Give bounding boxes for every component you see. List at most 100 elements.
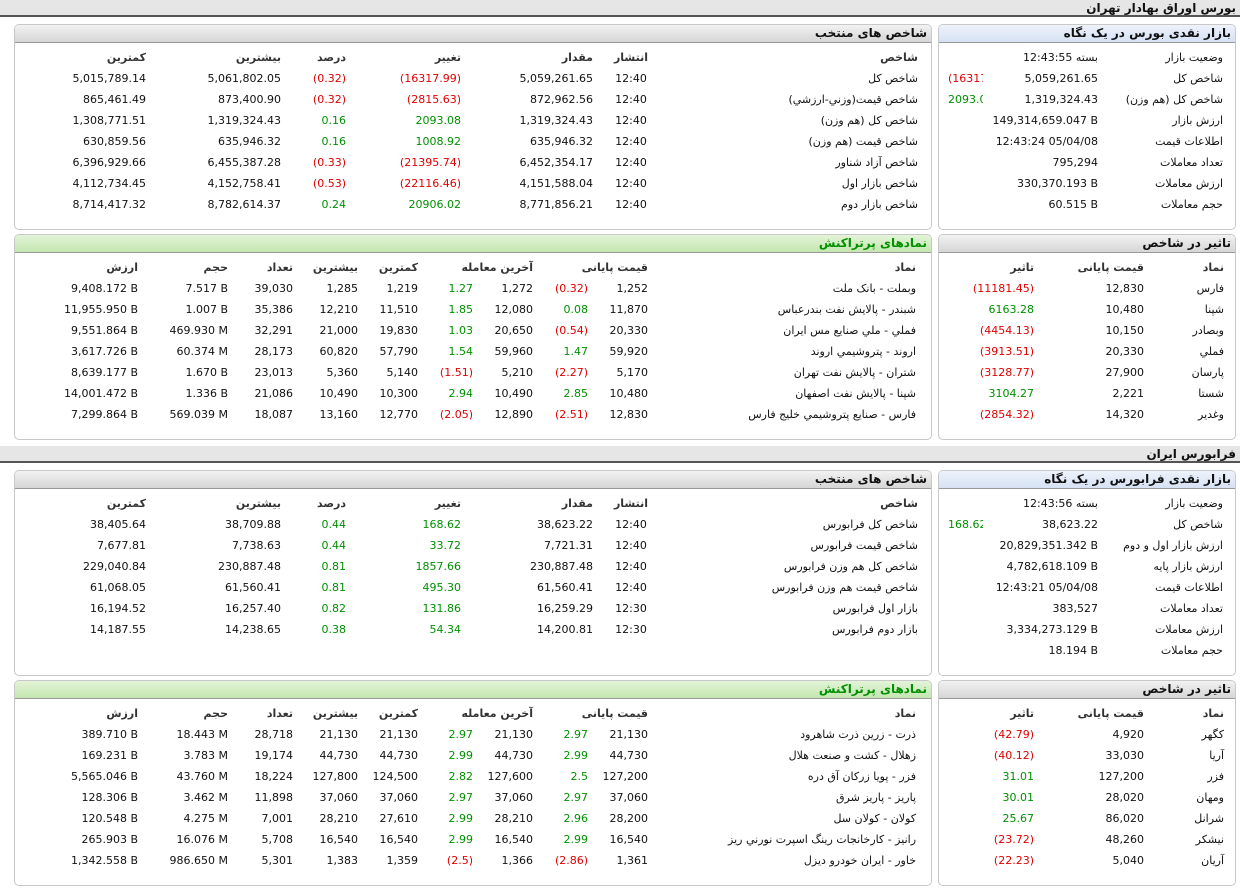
cell-value: 12:40 — [615, 539, 647, 552]
cell-value: 20,330 — [609, 324, 649, 337]
table-row: تعداد معاملات 383,527 — [945, 598, 1226, 619]
cell-value: 14,320 — [1105, 408, 1145, 421]
cell-value: 57,790 — [379, 345, 419, 358]
table-row: اروند - پتروشيمي اروند 59,920 1.47 59,960 1.… — [21, 341, 919, 362]
table-row: شاخص کل 5,059,261.65 (16317.99) — [945, 68, 1226, 89]
column-header: بیشترین — [235, 51, 281, 64]
cell-value: 3,334,273.129 B — [1006, 623, 1098, 636]
cell-value: 5,301 — [261, 854, 294, 867]
cell-value: 229,040.84 — [83, 560, 146, 573]
cell-value: 12,080 — [494, 303, 534, 316]
cell-value: 12:40 — [615, 518, 647, 531]
table-row: وبصادر 10,150 (4454.13) — [945, 320, 1227, 341]
cell-value: 5,360 — [326, 366, 359, 379]
cell-value: 2.97 — [563, 728, 589, 741]
indices-table: شاخص انتشار مقدار تغییر درصد بیشترین کمترین شاخ… — [21, 493, 921, 640]
cell-value: 86,020 — [1105, 812, 1145, 825]
column-header: بیشترین — [235, 497, 281, 510]
column-header: قیمت پایانی — [1077, 707, 1144, 720]
cell-value: 35,386 — [254, 303, 294, 316]
cell-value: 5,170 — [616, 366, 649, 379]
cell-value: 44,730 — [494, 749, 534, 762]
column-header: نماد — [1202, 707, 1224, 720]
cell-value: 8,639.177 B — [70, 366, 138, 379]
cell-value: 54.34 — [429, 623, 462, 636]
cell-value: 0.44 — [321, 518, 347, 531]
cell-value: 21,130 — [609, 728, 649, 741]
cell-value: بسته 12:43:55 — [1023, 51, 1098, 64]
cell-value: 127,600 — [487, 770, 534, 783]
table-row: حجم معاملات 18.194 B — [945, 640, 1226, 661]
cell-value: 4.275 M — [183, 812, 228, 825]
cell-value: 14,200.81 — [537, 623, 593, 636]
cell-value: 12:30 — [615, 602, 647, 615]
cell-value: 127,200 — [1098, 770, 1145, 783]
cell-value: 12:40 — [615, 93, 647, 106]
cell-value: (2.05) — [439, 408, 473, 421]
cell-value: 18,087 — [254, 408, 294, 421]
table-row: اطلاعات قیمت 12:43:21 05/04/08 — [945, 577, 1226, 598]
column-header: نماد — [1202, 261, 1224, 274]
cell-value: 16,540 — [319, 833, 359, 846]
row-label: شاخص قیمت هم وزن فرابورس — [771, 581, 918, 594]
cell-value: 2.85 — [563, 387, 589, 400]
table-row: فزر 127,200 31.01 — [945, 766, 1227, 787]
row-label: شپنا — [1204, 303, 1224, 316]
cell-value: 16,259.29 — [537, 602, 593, 615]
cell-value: 4,920 — [1112, 728, 1145, 741]
cell-value: 28,718 — [254, 728, 294, 741]
panel-title: نمادهای پرتراکنش — [15, 235, 931, 253]
row-label: شاخص کل هم وزن فرابورس — [783, 560, 918, 573]
cell-value: 9,408.172 B — [70, 282, 138, 295]
table-row: ارزش بازار اول و دوم 20,829,351.342 B — [945, 535, 1226, 556]
panel-title: شاخص های منتخب — [15, 25, 931, 43]
table-row: اطلاعات قیمت 12:43:24 05/04/08 — [945, 131, 1226, 152]
table-row: شاخص کل 12:40 5,059,261.65 (16317.99) (0.32)… — [21, 68, 921, 89]
row-label: بازار دوم فرابورس — [832, 623, 918, 636]
cell-value: 865,461.49 — [83, 93, 146, 106]
cell-value: 28,210 — [319, 812, 359, 825]
cell-value: 31.01 — [1002, 770, 1035, 783]
cell-value: 7.517 B — [185, 282, 228, 295]
table-row: ذرت - زرين ذرت شاهرود 21,130 2.97 21,130 2.9… — [21, 724, 919, 745]
column-header: آخرین معامله — [461, 707, 533, 720]
row-label: شاخص کل فرابورس — [822, 518, 918, 531]
row-label: فارس — [1196, 282, 1224, 295]
table-row: شاخص قیمت فرابورس 12:40 7,721.31 33.72 0.44 7… — [21, 535, 921, 556]
table-row: شاخص قیمت (هم وزن) 12:40 635,946.32 1008.92… — [21, 131, 921, 152]
column-header: کمترین — [378, 707, 418, 720]
table-row: بازار دوم فرابورس 12:30 14,200.81 54.34 0.38… — [21, 619, 921, 640]
column-header: ارزش — [106, 261, 138, 274]
row-label: فملي - ملي صنايع مس ايران — [783, 324, 917, 337]
cell-value: 630,859.56 — [83, 135, 146, 148]
row-label: ارزش بازار پایه — [1153, 560, 1223, 573]
cell-value: 1008.92 — [415, 135, 462, 148]
column-header: کمترین — [106, 497, 146, 510]
cell-value: 3,617.726 B — [70, 345, 138, 358]
row-label: آريان — [1201, 854, 1224, 867]
table-row: ارزش معاملات 330,370.193 B — [945, 173, 1226, 194]
table-row: شرانل 86,020 25.67 — [945, 808, 1227, 829]
row-label: تعداد معاملات — [1160, 602, 1223, 615]
row-label: فملي — [1199, 345, 1224, 358]
cell-value: 12:40 — [615, 114, 647, 127]
panel-title: نمادهای پرتراکنش — [15, 681, 931, 699]
row-label: ذرت - زرين ذرت شاهرود — [800, 728, 917, 741]
column-header: تغییر — [434, 497, 461, 510]
cell-value: 1.54 — [448, 345, 474, 358]
row-label: شرانل — [1194, 812, 1224, 825]
cell-value: 0.16 — [321, 135, 347, 148]
cell-value: 12,210 — [319, 303, 359, 316]
cell-value: 127,800 — [312, 770, 359, 783]
table-row: خاور - ايران خودرو ديزل 1,361 (2.86) 1,366 (… — [21, 850, 919, 871]
cell-value: 3.462 M — [183, 791, 228, 804]
cell-value: 0.08 — [563, 303, 589, 316]
cell-value: (1.51) — [439, 366, 473, 379]
cell-value: 1.27 — [448, 282, 474, 295]
cell-value: 44,730 — [379, 749, 419, 762]
cell-value: 2.97 — [563, 791, 589, 804]
cell-value: 4,152,758.41 — [207, 177, 281, 190]
cell-value: 10,480 — [1105, 303, 1145, 316]
row-label: کگهر — [1201, 728, 1224, 741]
cell-value: 14,001.472 B — [63, 387, 138, 400]
